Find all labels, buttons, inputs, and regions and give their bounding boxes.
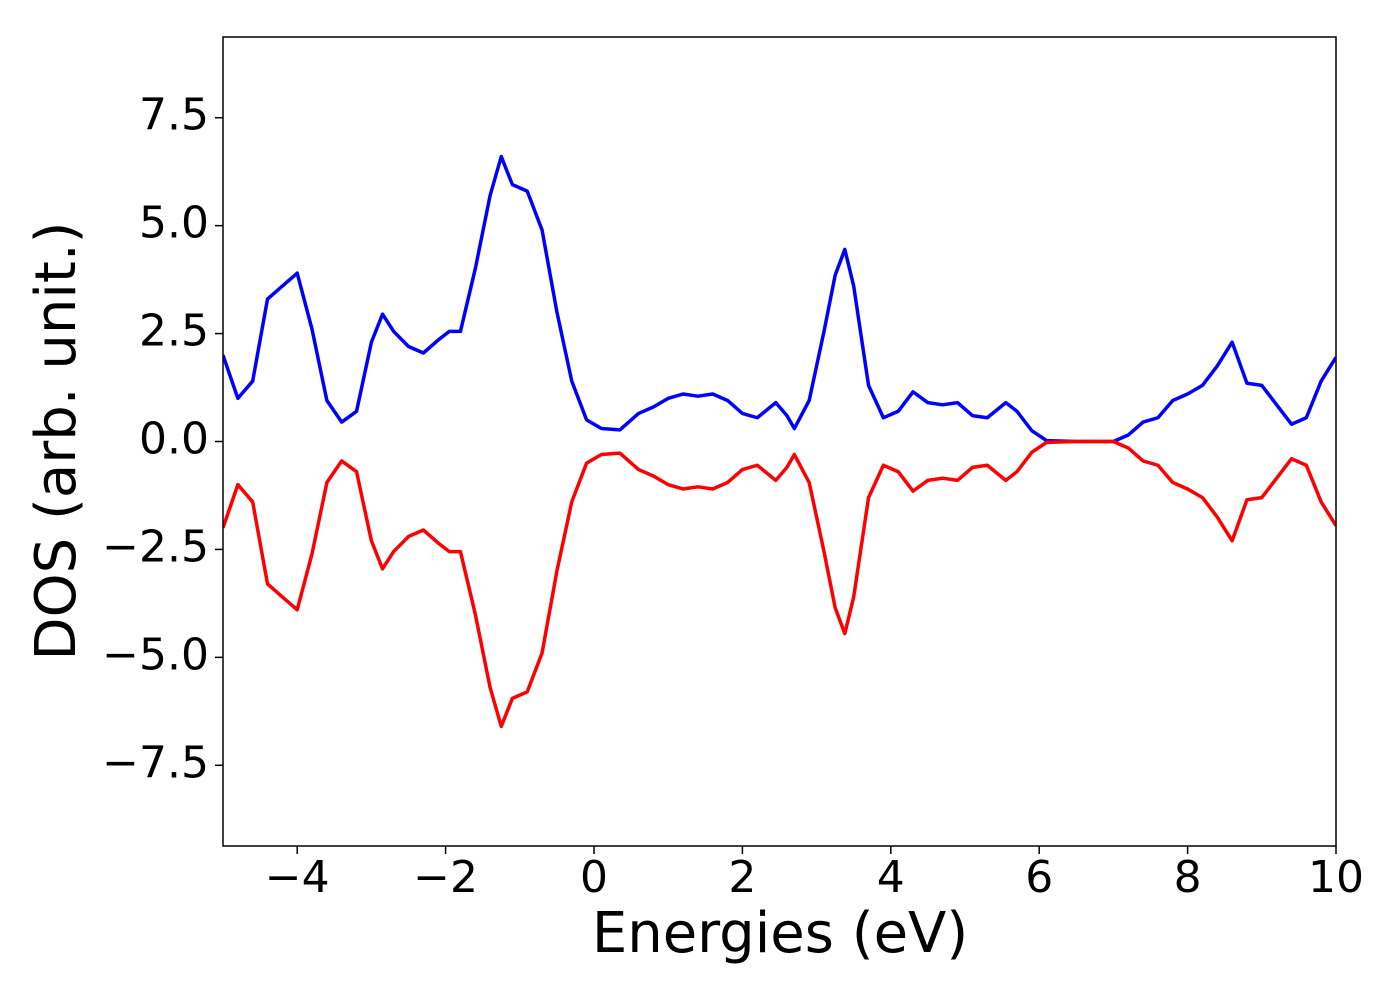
x-tick-label: 4 [877, 852, 905, 903]
data-line [223, 439, 1336, 729]
x-tick-label: −2 [413, 852, 478, 903]
data-line [223, 154, 1336, 444]
x-tick-label: 2 [728, 852, 756, 903]
y-tick-label: 7.5 [139, 90, 209, 141]
y-tick-label: 5.0 [139, 198, 209, 249]
y-tick-label: −5.0 [102, 629, 209, 680]
x-tick-label: −4 [265, 852, 330, 903]
y-tick-label: −7.5 [102, 737, 209, 788]
y-axis-label: DOS (arb. unit.) [24, 221, 89, 660]
x-axis-label: Energies (eV) [592, 901, 968, 966]
plot-frame [222, 36, 1337, 847]
y-tick-label: −2.5 [102, 521, 209, 572]
x-tick-label: 10 [1308, 852, 1364, 903]
x-tick-label: 8 [1174, 852, 1202, 903]
y-tick-label: 2.5 [139, 306, 209, 357]
y-tick-label: 0.0 [139, 414, 209, 465]
x-tick-label: 0 [580, 852, 608, 903]
x-tick-label: 6 [1025, 852, 1053, 903]
